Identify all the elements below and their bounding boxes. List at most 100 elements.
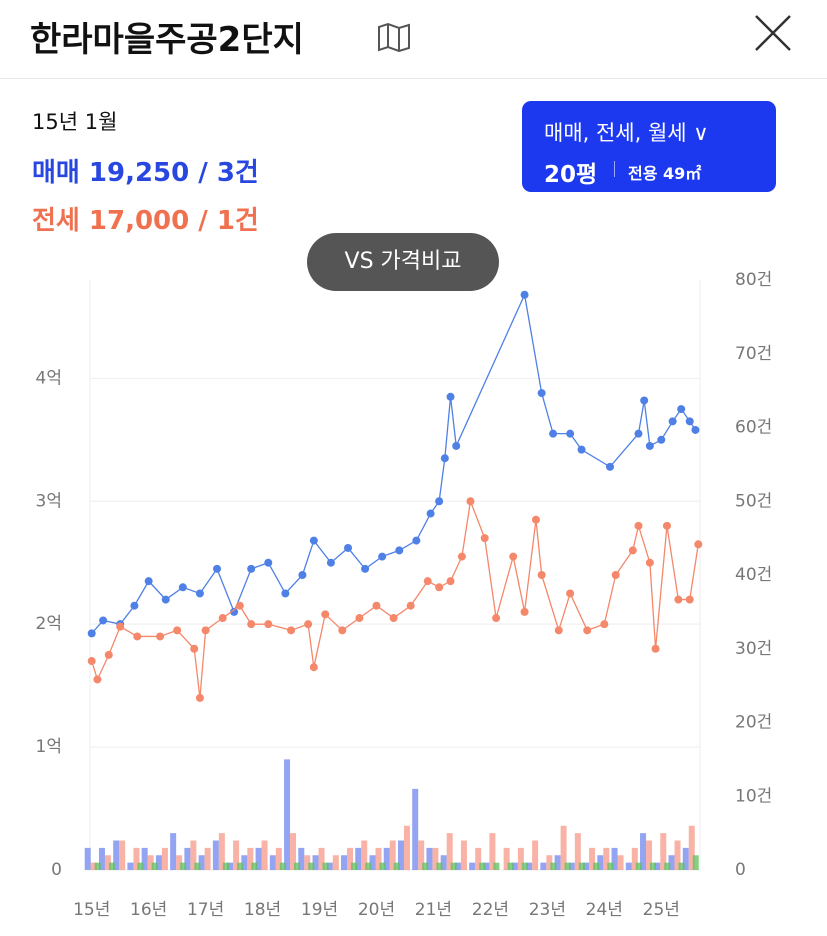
price-point xyxy=(161,595,170,604)
price-line xyxy=(91,498,699,698)
volume-bar xyxy=(137,862,144,870)
volume-bar xyxy=(393,862,400,870)
price-point xyxy=(178,583,187,592)
y-tick-label: 4억 xyxy=(36,368,62,388)
volume-bar xyxy=(251,862,258,870)
volume-bar xyxy=(151,862,158,870)
price-point xyxy=(281,589,290,598)
volume-bar xyxy=(326,862,333,870)
price-point xyxy=(230,607,239,616)
price-point xyxy=(93,675,102,684)
volume-bar xyxy=(688,825,695,870)
volume-bar xyxy=(412,788,419,870)
volume-bar xyxy=(341,855,348,870)
price-point xyxy=(213,564,222,573)
y-tick-label: 1억 xyxy=(36,737,62,757)
price-point xyxy=(694,540,703,549)
volume-bar xyxy=(635,862,642,870)
volume-bar xyxy=(233,840,240,870)
volume-bar xyxy=(418,840,425,870)
price-point xyxy=(480,534,489,543)
price-point xyxy=(628,546,637,555)
price-point xyxy=(309,663,318,672)
volume-bar xyxy=(379,862,386,870)
rent-info: 전세 17,000 / 1건 xyxy=(32,200,259,237)
price-point xyxy=(537,389,546,398)
volume-bar xyxy=(127,862,134,870)
volume-bar xyxy=(564,862,571,870)
price-point xyxy=(531,515,540,524)
sale-label: 매매 xyxy=(32,158,80,188)
close-button[interactable] xyxy=(752,12,794,54)
x-tick-label: 15년 xyxy=(73,900,110,920)
price-point xyxy=(201,626,210,635)
volume-bar xyxy=(294,862,301,870)
volume-bar xyxy=(161,847,168,870)
price-point xyxy=(144,577,153,586)
volume-bar xyxy=(298,847,305,870)
x-tick-label: 22년 xyxy=(472,900,509,920)
price-point xyxy=(440,454,449,463)
volume-bar xyxy=(218,833,225,870)
volume-bar xyxy=(617,855,624,870)
volume-bar xyxy=(682,847,689,870)
x-tick-label: 19년 xyxy=(301,900,338,920)
volume-bar xyxy=(526,862,533,870)
y-tick-label: 2억 xyxy=(36,614,62,634)
volume-bar xyxy=(403,825,410,870)
price-point xyxy=(235,601,244,610)
y2-tick-label: 70건 xyxy=(735,344,772,364)
volume-bar xyxy=(247,847,254,870)
volume-bar xyxy=(361,840,368,870)
price-point xyxy=(435,497,444,506)
volume-bar xyxy=(583,862,590,870)
price-point xyxy=(412,536,421,545)
volume-bar xyxy=(546,855,553,870)
volume-bar xyxy=(261,840,268,870)
volume-bar xyxy=(521,862,528,870)
volume-bar xyxy=(631,847,638,870)
volume-bar xyxy=(108,862,115,870)
volume-bar xyxy=(511,862,518,870)
price-point xyxy=(691,425,700,434)
x-tick-label: 25년 xyxy=(643,900,680,920)
volume-bar xyxy=(603,847,610,870)
compare-button[interactable]: VS 가격비교 xyxy=(307,233,499,291)
price-point xyxy=(600,620,609,629)
volume-bar xyxy=(479,862,486,870)
volume-bar xyxy=(668,855,675,870)
price-point xyxy=(361,564,370,573)
volume-bar xyxy=(660,833,667,870)
volume-bar xyxy=(432,847,439,870)
volume-bar xyxy=(503,847,510,870)
price-point xyxy=(338,626,347,635)
volume-bar xyxy=(351,862,358,870)
volume-bar xyxy=(190,840,197,870)
filter-size: 20평 xyxy=(544,162,598,188)
volume-bar xyxy=(304,855,311,870)
price-point xyxy=(509,552,518,561)
rent-label: 전세 xyxy=(32,206,80,236)
volume-bar xyxy=(290,833,297,870)
volume-bar xyxy=(550,862,557,870)
price-point xyxy=(247,620,256,629)
volume-bar xyxy=(180,862,187,870)
map-icon[interactable] xyxy=(376,22,412,52)
date: 15년 1월 xyxy=(32,110,118,134)
y2-tick-label: 60건 xyxy=(735,418,772,438)
volume-bar xyxy=(119,840,126,870)
price-point xyxy=(395,546,404,555)
price-point xyxy=(264,620,273,629)
volume-bar xyxy=(597,855,604,870)
volume-bar xyxy=(147,855,154,870)
volume-bar xyxy=(255,847,262,870)
volume-bar xyxy=(155,855,162,870)
filter-button[interactable]: 매매, 전세, 월세 ∨ 20평 전용 49㎡ xyxy=(522,101,776,192)
volume-bar xyxy=(475,847,482,870)
price-point xyxy=(304,620,313,629)
price-point xyxy=(423,577,432,586)
volume-bar xyxy=(589,847,596,870)
price-point xyxy=(651,644,660,653)
price-point xyxy=(466,497,475,506)
volume-bar xyxy=(678,862,685,870)
